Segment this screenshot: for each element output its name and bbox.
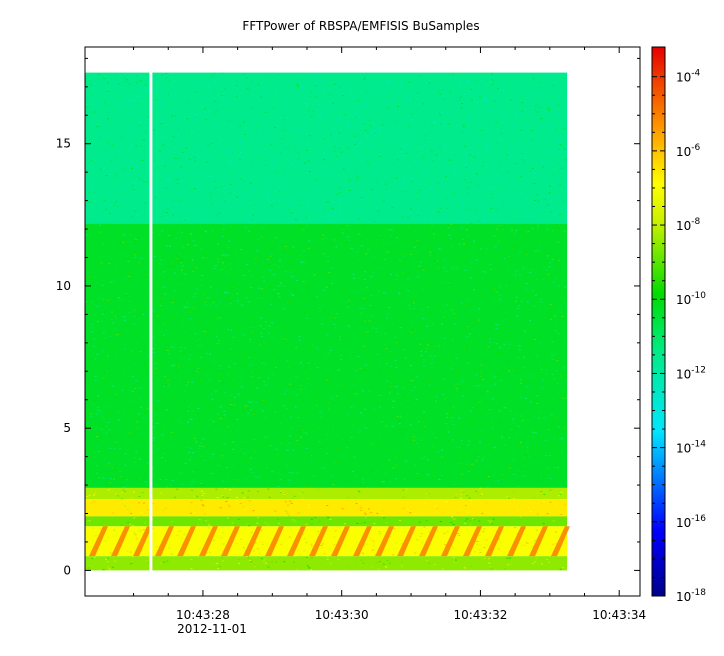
colorbar-tick-label: 10-4 [676,69,701,85]
x-tick-label: 10:43:30 [315,608,369,622]
spectrogram-band [85,487,568,500]
y-tick-label: 5 [63,421,71,435]
colorbar-tick-label: 10-18 [676,588,706,604]
x-tick-label: 10:43:28 [176,608,230,622]
colorbar-tick-label: 10-12 [676,365,706,381]
x-date-label: 2012-11-01 [177,622,247,636]
chart-title: FFTPower of RBSPA/EMFISIS BuSamples [242,19,479,33]
x-tick-label: 10:43:34 [592,608,646,622]
y-tick-label: 15 [56,137,71,151]
spectrogram-band [85,72,568,224]
colorbar-tick-label: 10-10 [676,291,706,307]
y-axis: 0 5 10 15 [56,57,640,577]
colorbar-gradient [651,46,666,597]
x-axis: 10:43:28 10:43:30 10:43:32 10:43:34 [133,47,646,622]
spectrogram-texture [85,72,568,571]
colorbar-tick-label: 10-8 [676,217,701,233]
data-gap [149,47,153,571]
y-tick-label: 10 [56,279,71,293]
plot-frame [84,46,641,597]
x-tick-label: 10:43:32 [453,608,507,622]
spectrogram-band [85,499,568,517]
spectrogram-band [85,223,568,488]
colorbar: 10-4 10-6 10-8 10-10 10-12 10-14 10-16 10-18 [651,46,706,604]
spectrogram-streaks [89,526,570,557]
spectrogram-band [85,516,568,527]
y-tick-label: 0 [63,563,71,577]
colorbar-tick-label: 10-16 [676,514,706,530]
colorbar-tick-label: 10-6 [676,143,701,159]
plot-area [84,46,641,597]
colorbar-tick-label: 10-14 [676,440,706,456]
